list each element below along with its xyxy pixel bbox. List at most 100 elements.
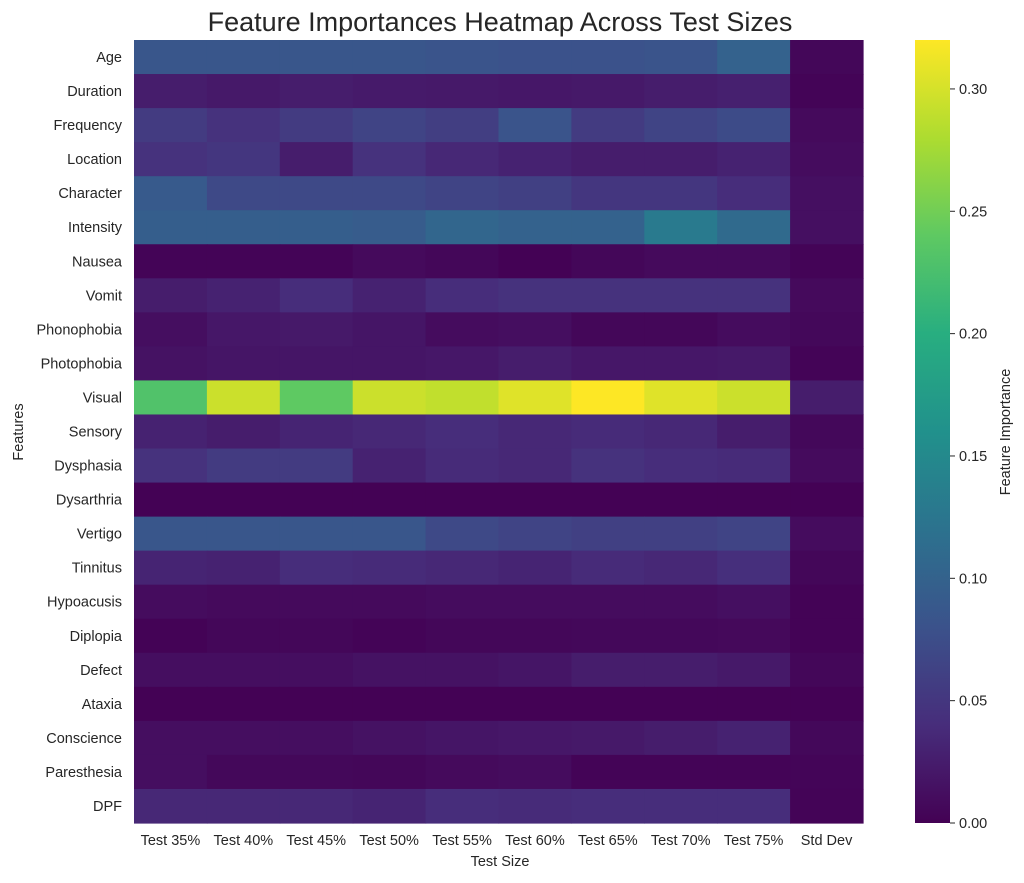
heatmap-cell — [134, 176, 208, 211]
heatmap-cell — [425, 142, 500, 177]
y-tick-label: Diplopia — [70, 629, 123, 645]
heatmap-cell — [352, 618, 427, 654]
heatmap-cell — [352, 686, 427, 722]
heatmap-cell — [498, 720, 572, 756]
heatmap-cell — [352, 40, 427, 75]
heatmap-cell — [571, 448, 645, 484]
heatmap-cell — [790, 40, 864, 75]
heatmap-cell — [352, 278, 427, 313]
heatmap-cell — [571, 754, 645, 790]
heatmap-cell — [206, 788, 281, 824]
heatmap-cell — [790, 244, 864, 279]
heatmap-cell — [644, 176, 718, 211]
heatmap-cell — [279, 720, 354, 756]
heatmap-cell — [571, 176, 645, 211]
heatmap-cell — [352, 482, 427, 518]
heatmap-cell — [206, 312, 281, 347]
y-tick-label: Phonophobia — [37, 322, 123, 338]
heatmap-cell — [134, 550, 208, 586]
y-tick-label: Conscience — [46, 731, 122, 747]
heatmap-cell — [717, 550, 791, 586]
heatmap-cell — [352, 176, 427, 211]
x-axis-label: Test Size — [471, 854, 530, 870]
heatmap-cell — [717, 482, 791, 518]
heatmap-cell — [790, 346, 864, 382]
colorbar — [915, 40, 950, 823]
heatmap-cell — [498, 618, 572, 654]
heatmap-cell — [279, 516, 354, 552]
heatmap-cell — [571, 40, 645, 75]
heatmap-cell — [352, 754, 427, 790]
heatmap-cell — [279, 176, 354, 211]
heatmap-cell — [134, 142, 208, 177]
heatmap-cell — [206, 584, 281, 620]
heatmap-cell — [717, 516, 791, 552]
heatmap-cell — [571, 380, 645, 416]
heatmap-cell — [717, 278, 791, 313]
heatmap-cell — [134, 448, 208, 484]
heatmap-cell — [352, 448, 427, 484]
heatmap-cell — [498, 652, 572, 688]
heatmap-cell — [279, 312, 354, 347]
x-tick-label: Test 50% — [359, 833, 419, 849]
heatmap-cell — [644, 108, 718, 143]
heatmap-cell — [206, 482, 281, 518]
heatmap-cell — [206, 142, 281, 177]
heatmap-cell — [134, 244, 208, 279]
heatmap-cell — [790, 550, 864, 586]
x-tick-labels: Test 35% Test 40% Test 45% Test 50% Test 55%… — [141, 833, 853, 849]
heatmap-cell — [644, 482, 718, 518]
heatmap-cell — [425, 482, 500, 518]
heatmap-cell — [425, 108, 500, 143]
heatmap-cell — [206, 74, 281, 109]
heatmap-cell — [352, 788, 427, 824]
heatmap-cell — [425, 720, 500, 756]
heatmap-cell — [206, 278, 281, 313]
heatmap-cell — [425, 380, 500, 416]
y-tick-label: Hypoacusis — [47, 595, 122, 611]
heatmap-cell — [717, 40, 791, 75]
heatmap-cell — [279, 652, 354, 688]
heatmap-cell — [717, 74, 791, 109]
heatmap-cell — [279, 210, 354, 245]
heatmap-cell — [571, 346, 645, 382]
heatmap-cell — [644, 346, 718, 382]
heatmap-cell — [206, 448, 281, 484]
y-tick-label: Character — [58, 186, 122, 202]
heatmap-cell — [644, 788, 718, 824]
heatmap-cell — [352, 142, 427, 177]
heatmap-cell — [571, 278, 645, 313]
colorbar-tick-label: 0.05 — [959, 694, 987, 710]
heatmap-cell — [790, 108, 864, 143]
heatmap-cell — [134, 380, 208, 416]
heatmap-cell — [425, 40, 500, 75]
heatmap-cell — [498, 380, 572, 416]
x-tick-label: Std Dev — [801, 833, 853, 849]
heatmap-cell — [206, 176, 281, 211]
heatmap-cell — [571, 652, 645, 688]
heatmap-cell — [644, 448, 718, 484]
heatmap-cell — [134, 40, 208, 75]
heatmap-cell — [206, 652, 281, 688]
heatmap-cell — [352, 244, 427, 279]
heatmap-cell — [206, 40, 281, 75]
y-tick-label: Paresthesia — [45, 765, 123, 781]
y-tick-label: Dysarthria — [56, 493, 123, 509]
heatmap-cell — [571, 686, 645, 722]
y-tick-label: Dysphasia — [54, 459, 123, 475]
heatmap-cell — [425, 244, 500, 279]
heatmap-cell — [571, 142, 645, 177]
heatmap-cell — [717, 346, 791, 382]
heatmap-cell — [279, 754, 354, 790]
heatmap-cell — [206, 686, 281, 722]
heatmap-cell — [134, 278, 208, 313]
heatmap-cell — [498, 108, 572, 143]
y-axis-label: Features — [11, 403, 27, 460]
x-tick-label: Test 60% — [505, 833, 565, 849]
heatmap-cell — [134, 720, 208, 756]
heatmap-cell — [279, 448, 354, 484]
heatmap-cell — [571, 414, 645, 450]
heatmap-cell — [498, 550, 572, 586]
y-tick-label: Intensity — [68, 220, 123, 236]
